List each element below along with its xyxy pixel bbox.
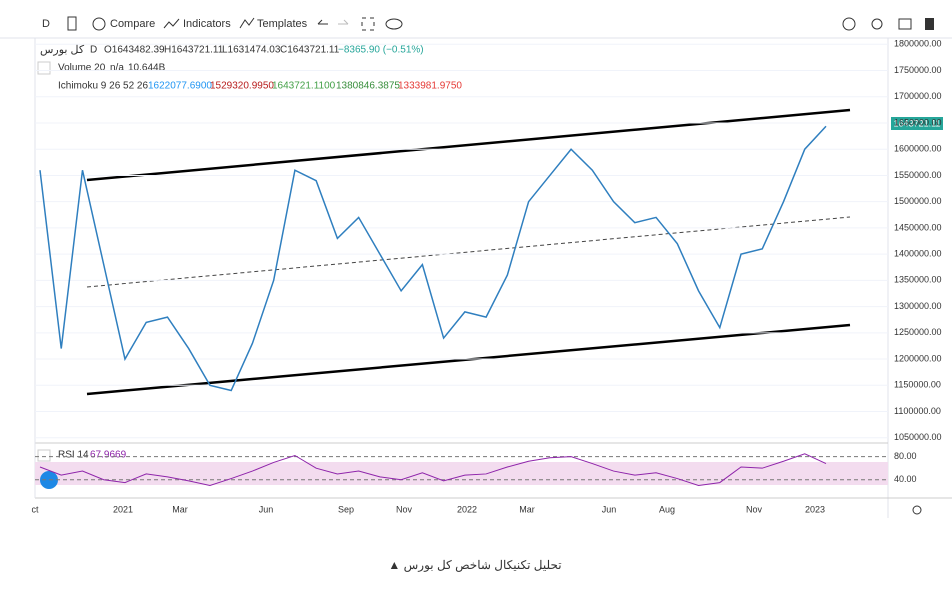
x-tick-label: Nov [396, 504, 413, 514]
ichimoku-value: 1529320.9950 [210, 81, 274, 92]
interval-button[interactable]: D [42, 18, 50, 30]
templates-button[interactable]: Templates [257, 18, 308, 30]
compare-icon[interactable] [92, 17, 106, 31]
price-line [39, 125, 827, 392]
y-tick-label: 1650000.00 [894, 117, 942, 127]
legend-high: H1643721.11 [164, 45, 224, 56]
volume-value: 10.644B [128, 63, 166, 74]
y-tick-label: 1800000.00 [894, 39, 942, 49]
y-tick-label: 1500000.00 [894, 196, 942, 206]
rsi-line [39, 453, 827, 486]
compare-button[interactable]: Compare [110, 18, 155, 30]
caption: ▲ تحلیل تکنیکال شاخص کل بورس [388, 558, 561, 572]
y-tick-label: 1400000.00 [894, 249, 942, 259]
symbol: کل بورس [40, 44, 85, 56]
delete-icon[interactable] [925, 18, 934, 30]
ichimoku-value: 1333981.9750 [398, 81, 462, 92]
ichimoku-value: 1643721.1100 [272, 81, 336, 92]
legend-interval: D [90, 45, 97, 56]
rsi-tick-label: 40.00 [894, 474, 917, 484]
legend-open: O1643482.39 [104, 45, 165, 56]
collapse-button[interactable] [37, 61, 51, 75]
price-label: 1643721.11 [894, 118, 941, 128]
channel-mid [86, 216, 851, 288]
ichimoku-value: 1380846.3875 [336, 81, 400, 92]
y-tick-label: 1150000.00 [894, 380, 941, 390]
x-tick-label: Nov [746, 504, 763, 514]
rsi-tick-label: 80.00 [894, 451, 917, 461]
volume-name: Volume 20 [58, 63, 106, 74]
x-tick-label: 2022 [457, 504, 477, 514]
x-tick-label: 2021 [113, 504, 133, 514]
redo-icon[interactable] [338, 19, 349, 25]
x-tick-label: Mar [172, 504, 188, 514]
price-label-box [891, 117, 943, 130]
share-icon[interactable] [871, 18, 883, 30]
axis-settings[interactable] [912, 505, 922, 515]
indicators-icon[interactable] [163, 18, 180, 29]
ichimoku-name: Ichimoku 9 26 52 26 [58, 81, 148, 92]
rsi-value: 67.9669 [90, 450, 127, 461]
legend-close: C1643721.11 [280, 45, 340, 56]
y-tick-label: 1300000.00 [894, 301, 942, 311]
x-tick-label: Mar [519, 504, 535, 514]
snapshot-icon[interactable] [898, 18, 912, 30]
x-tick-label: Aug [659, 504, 675, 514]
y-tick-label: 1600000.00 [894, 144, 942, 154]
settings-icon[interactable] [842, 17, 856, 31]
y-tick-label: 1200000.00 [894, 353, 942, 363]
y-tick-label: 1550000.00 [894, 170, 942, 180]
volume-na: n/a [110, 63, 124, 74]
eye-icon[interactable] [385, 18, 403, 30]
channel-top [86, 108, 851, 182]
indicators-button[interactable]: Indicators [183, 18, 231, 30]
y-tick-label: 1750000.00 [894, 65, 942, 75]
ichimoku-value: 1622077.6900 [148, 81, 212, 92]
y-tick-label: 1350000.00 [894, 275, 942, 285]
x-tick-label: ct [31, 504, 39, 514]
templates-icon[interactable] [239, 17, 255, 29]
x-tick-label: Sep [338, 504, 354, 514]
x-tick-label: 2023 [805, 504, 825, 514]
x-tick-label: Jun [259, 504, 274, 514]
rsi-collapse[interactable] [37, 449, 51, 462]
y-tick-label: 1250000.00 [894, 327, 942, 337]
fullscreen-icon[interactable] [361, 17, 375, 31]
legend-low: L1631474.03 [222, 45, 281, 56]
chart-type-icon[interactable] [67, 16, 77, 31]
rsi-band [35, 462, 888, 485]
y-tick-label: 1700000.00 [894, 91, 942, 101]
x-tick-label: Jun [602, 504, 617, 514]
y-tick-label: 1450000.00 [894, 222, 942, 232]
y-tick-label: 1100000.00 [894, 406, 941, 416]
rsi-name: RSI 14 [58, 450, 89, 461]
y-tick-label: 1050000.00 [894, 432, 942, 442]
undo-icon[interactable] [317, 19, 328, 25]
legend-change: −8365.90 (−0.51%) [338, 45, 424, 56]
